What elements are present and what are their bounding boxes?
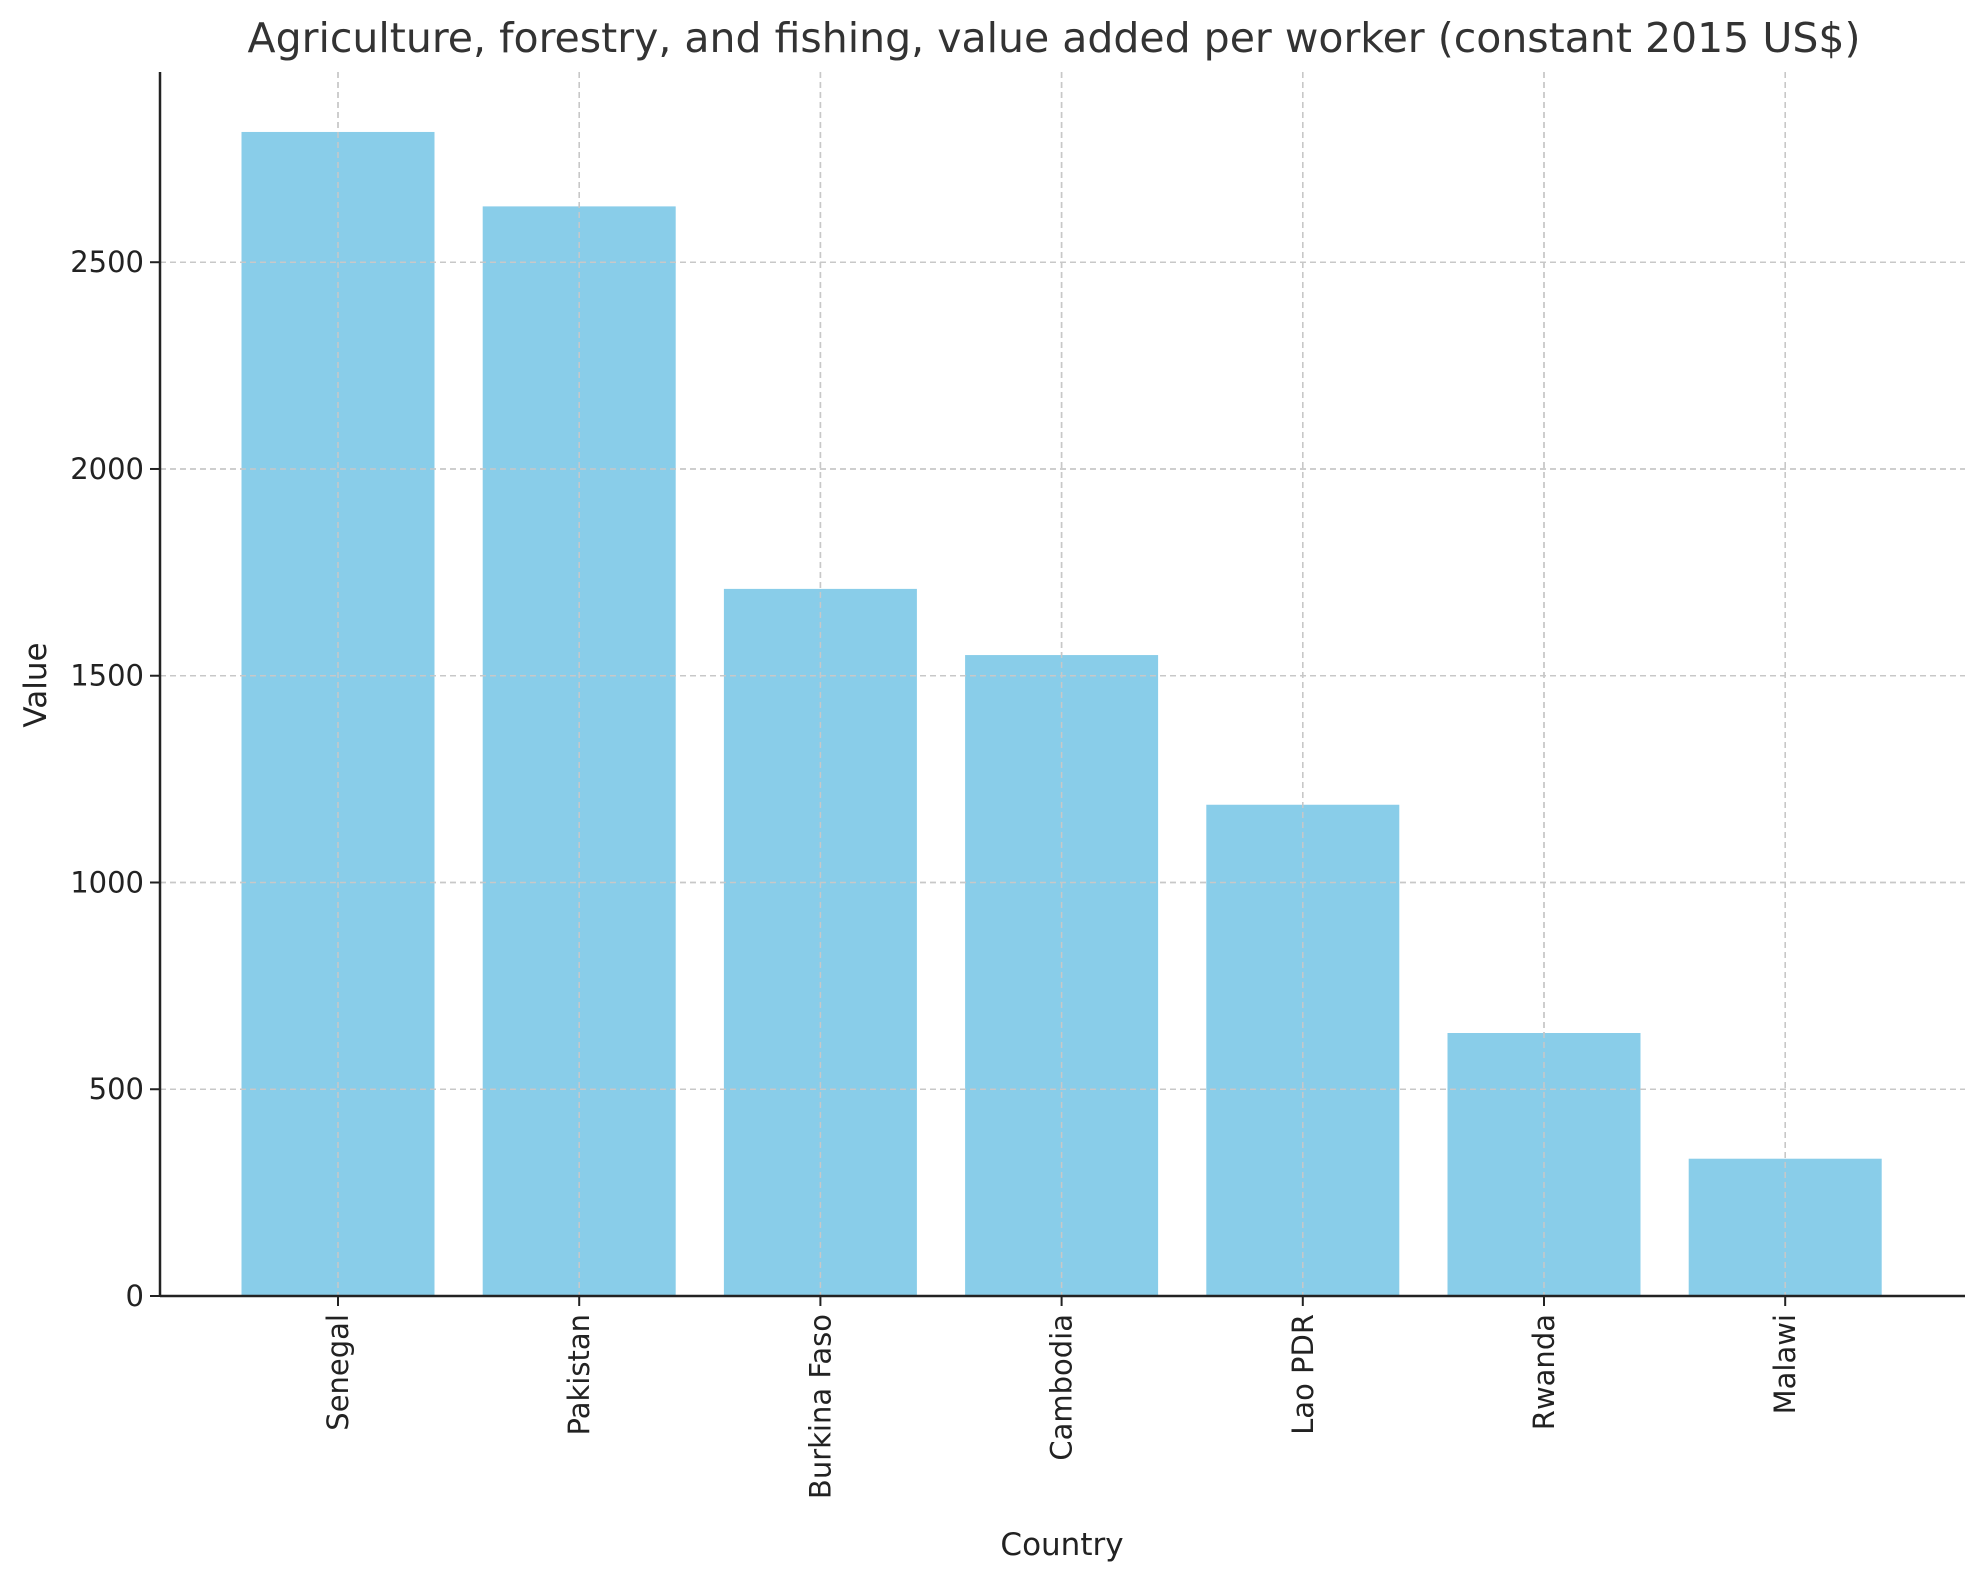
x-tick-label: Lao PDR: [1286, 1314, 1320, 1435]
x-tick-label: Cambodia: [1045, 1314, 1079, 1461]
y-tick-label: 2000: [70, 452, 144, 486]
x-tick-label: Burkina Faso: [803, 1314, 837, 1499]
y-axis-label: Value: [18, 642, 54, 727]
x-axis-label: Country: [1000, 1527, 1123, 1563]
bars-layer: [160, 72, 1965, 1297]
y-tick-label: 0: [126, 1279, 144, 1313]
x-tick-label: Malawi: [1768, 1314, 1802, 1414]
y-tick-label: 1500: [70, 659, 144, 693]
x-tick-label: Senegal: [321, 1314, 355, 1431]
ticks-layer: 0 500 1000 1500 2000 2500 Senegal Pakistan Burki…: [70, 245, 1802, 1499]
y-tick-label: 2500: [70, 245, 144, 279]
chart-title: Agriculture, forestry, and fishing, valu…: [248, 14, 1861, 62]
y-tick-label: 500: [89, 1072, 144, 1106]
x-tick-label: Pakistan: [562, 1314, 596, 1435]
x-tick-label: Rwanda: [1527, 1314, 1561, 1430]
y-tick-label: 1000: [70, 865, 144, 899]
